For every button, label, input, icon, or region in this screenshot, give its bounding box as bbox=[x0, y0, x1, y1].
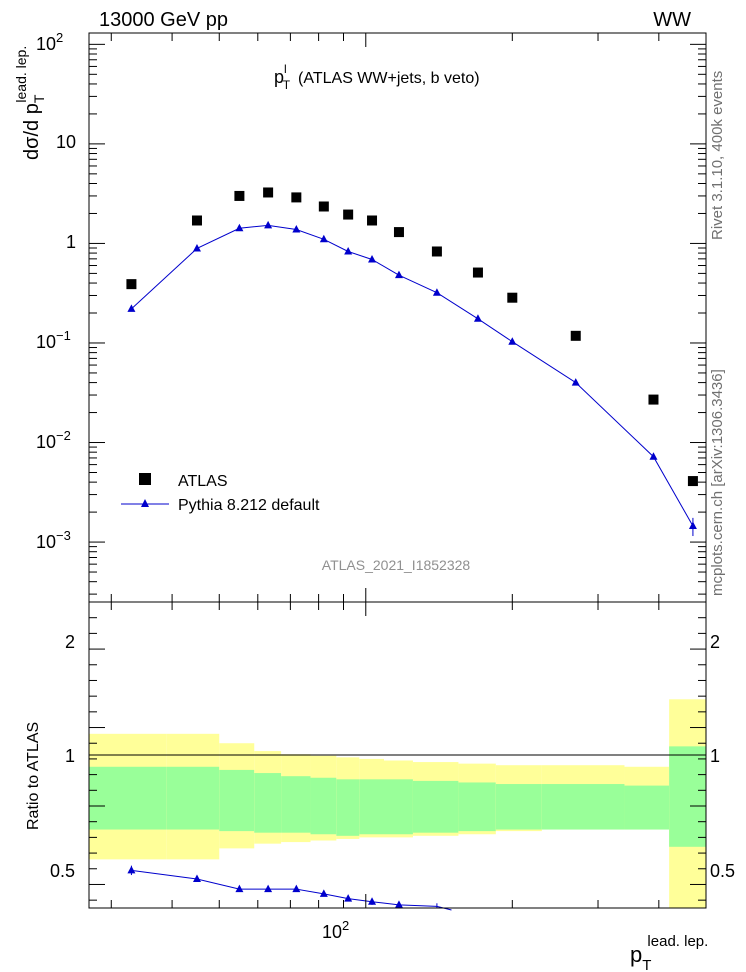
mc-point bbox=[235, 223, 244, 232]
xtick-1e2: 102 bbox=[322, 918, 349, 942]
ytick-1e-2: 10−2 bbox=[36, 428, 71, 452]
ratio-axis-ticks bbox=[89, 602, 707, 908]
atlas-point bbox=[648, 394, 659, 405]
atlas-point bbox=[263, 187, 274, 198]
main-axis-ticks bbox=[89, 33, 707, 602]
atlas-point bbox=[234, 190, 245, 201]
atlas-point bbox=[431, 246, 442, 257]
ratio-ytick-1-right: 1 bbox=[710, 746, 720, 766]
atlas-point bbox=[472, 267, 483, 278]
header-left: 13000 GeV pp bbox=[99, 9, 228, 31]
mc-ratio-point bbox=[235, 884, 244, 893]
atlas-point bbox=[687, 476, 698, 487]
header-right: WW bbox=[653, 9, 691, 31]
mc-ratio-point bbox=[264, 884, 273, 893]
mc-point bbox=[649, 452, 658, 460]
main-frame bbox=[88, 32, 707, 603]
band-inner-bin bbox=[541, 784, 625, 830]
legend-data-label: ATLAS bbox=[178, 473, 228, 490]
ratio-frame bbox=[88, 601, 707, 909]
ratio-y-axis-title: Ratio to ATLAS bbox=[25, 722, 42, 830]
x-axis-title: pTlead. lep. bbox=[630, 933, 708, 972]
mc-point bbox=[473, 314, 482, 322]
ytick-1e-1: 10−1 bbox=[36, 328, 71, 352]
band-inner-bin bbox=[89, 766, 167, 830]
band-inner-bin bbox=[359, 779, 384, 835]
mc-ratio-point bbox=[368, 897, 377, 905]
legend-mc-label: Pythia 8.212 default bbox=[178, 497, 320, 514]
ratio-panel: 2 1 0.5 2 1 0.5 Ratio to ATLAS 102 pTlea… bbox=[25, 601, 735, 972]
atlas-point bbox=[367, 215, 378, 226]
mc-ratio-point bbox=[394, 900, 403, 908]
mc-ratio-point bbox=[127, 865, 136, 874]
mc-point bbox=[688, 521, 697, 530]
ratio-ytick-2-right: 2 bbox=[710, 632, 720, 652]
mc-point bbox=[192, 243, 201, 252]
main-panel: 102 10 1 10−1 10−2 10−3 dσ/d pTlead. lep… bbox=[13, 30, 707, 603]
mc-point bbox=[394, 270, 403, 279]
band-inner-bin bbox=[458, 782, 496, 832]
main-title: pl T (ATLAS WW+jets, b veto) bbox=[274, 62, 480, 92]
mcplots-label: mcplots.cern.ch [arXiv:1306.3436] bbox=[709, 369, 726, 596]
band-inner-bin bbox=[383, 779, 413, 835]
mc-point bbox=[432, 288, 441, 296]
atlas-point bbox=[291, 192, 302, 203]
band-inner-bin bbox=[219, 769, 255, 832]
ratio-ytick-1: 1 bbox=[65, 746, 75, 766]
ytick-1e2: 102 bbox=[36, 30, 63, 54]
mc-ratio-point bbox=[192, 874, 201, 882]
ytick-1e-3: 10−3 bbox=[36, 528, 71, 552]
legend-mc-marker bbox=[141, 499, 149, 507]
mc-ratio-point bbox=[344, 894, 353, 902]
mc-point bbox=[508, 337, 517, 345]
mc-series-ratio bbox=[127, 865, 452, 911]
mc-point bbox=[127, 304, 136, 312]
ratio-ytick-0-5-right: 0.5 bbox=[710, 861, 735, 881]
atlas-point bbox=[393, 227, 404, 238]
main-y-tick-labels: 102 10 1 10−1 10−2 10−3 bbox=[36, 30, 76, 552]
atlas-point bbox=[570, 330, 581, 341]
band-inner-bin bbox=[412, 780, 459, 833]
mc-point bbox=[344, 246, 353, 255]
legend-data-marker bbox=[139, 473, 151, 485]
mc-ratio-point bbox=[319, 889, 328, 897]
atlas-point bbox=[318, 201, 329, 212]
band-inner-bin bbox=[669, 746, 706, 847]
band-inner-bin bbox=[495, 784, 542, 830]
mc-point bbox=[368, 254, 377, 263]
mc-ratio-point bbox=[292, 884, 301, 893]
mc-point bbox=[319, 234, 328, 243]
ytick-1: 1 bbox=[66, 232, 76, 252]
ratio-ytick-2: 2 bbox=[65, 632, 75, 652]
legend: ATLAS Pythia 8.212 default bbox=[121, 473, 320, 514]
mc-point bbox=[571, 378, 580, 386]
analysis-id: ATLAS_2021_I1852328 bbox=[322, 557, 471, 573]
band-inner-bin bbox=[624, 785, 670, 830]
mc-point bbox=[292, 225, 301, 233]
ytick-10: 10 bbox=[56, 132, 76, 152]
band-inner-bin bbox=[310, 777, 337, 835]
rivet-label: Rivet 3.1.10, 400k events bbox=[709, 71, 726, 240]
band-inner-bin bbox=[254, 773, 282, 833]
band-inner-bin bbox=[166, 766, 220, 830]
atlas-point bbox=[191, 215, 202, 226]
atlas-point bbox=[343, 209, 354, 220]
band-inner-bin bbox=[281, 776, 311, 833]
mc-series-main bbox=[127, 220, 697, 537]
data-series-main bbox=[126, 187, 698, 487]
atlas-point bbox=[126, 279, 137, 290]
mc-point bbox=[264, 220, 273, 229]
ratio-ytick-0-5: 0.5 bbox=[50, 861, 75, 881]
mc-ratio-line bbox=[131, 869, 452, 911]
atlas-point bbox=[507, 292, 518, 303]
main-y-axis-title: dσ/d pTlead. lep. bbox=[13, 46, 47, 160]
band-inner-bin bbox=[336, 779, 360, 836]
